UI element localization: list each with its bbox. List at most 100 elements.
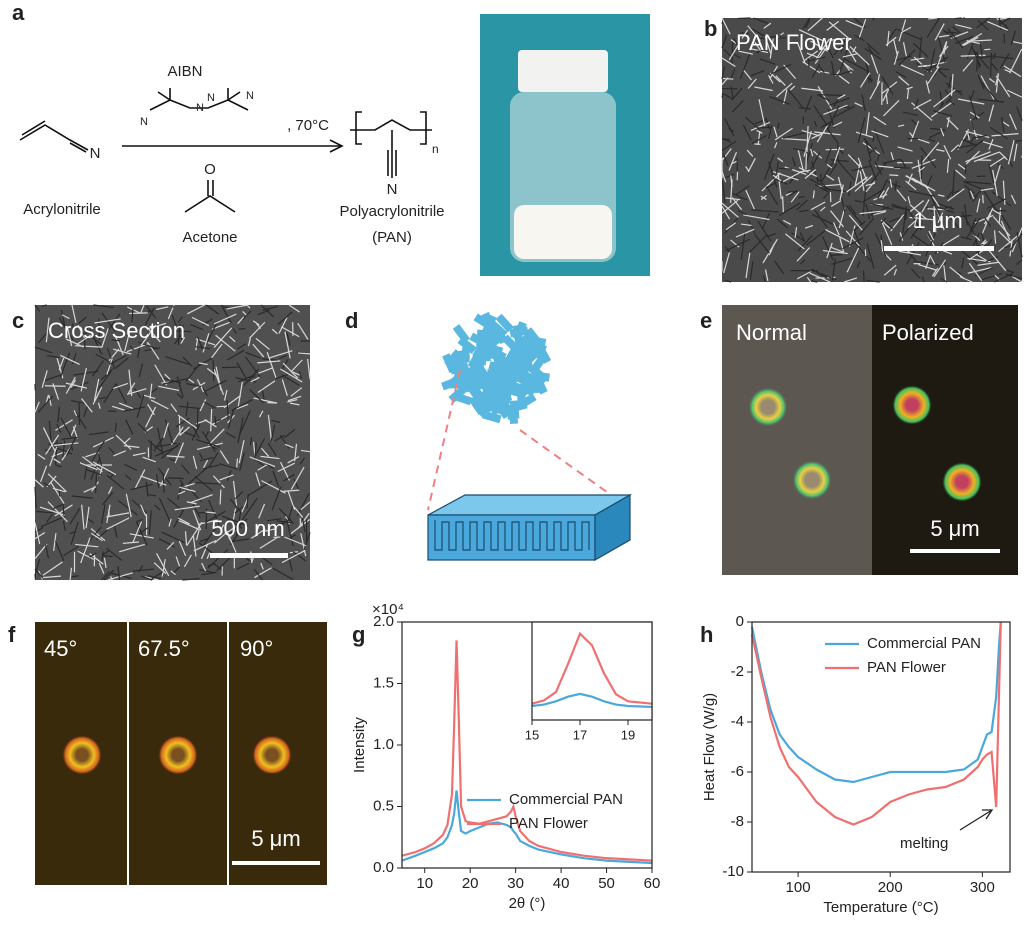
y-tick-label: -10 xyxy=(722,863,744,880)
annotation: melting xyxy=(900,835,948,852)
series-line xyxy=(752,622,1001,825)
texture xyxy=(788,191,799,192)
x-tick-label: 100 xyxy=(786,879,811,896)
legend-label: PAN Flower xyxy=(867,659,946,676)
texture xyxy=(826,149,844,150)
panel-label: g xyxy=(352,622,365,647)
atom: N xyxy=(387,181,398,198)
panel-label: f xyxy=(8,622,16,647)
scale-bar xyxy=(884,246,994,251)
x-axis-label: Temperature (°C) xyxy=(823,899,938,916)
panel-label: e xyxy=(700,308,712,333)
scale-label: 5 μm xyxy=(930,516,979,541)
scheme xyxy=(20,88,432,212)
y-axis-label: Intensity xyxy=(351,717,368,773)
y-axis-label: Heat Flow (W/g) xyxy=(701,693,718,801)
scale-label: 500 nm xyxy=(211,516,284,541)
condition: , 70°C xyxy=(287,117,329,134)
atom: N xyxy=(140,116,148,128)
image-title: Normal xyxy=(736,320,807,345)
atom: n xyxy=(432,142,439,156)
image-title: PAN Flower xyxy=(736,30,852,55)
texture xyxy=(96,474,97,493)
texture xyxy=(921,156,922,180)
annotation-arrow xyxy=(982,810,992,819)
scale-bar xyxy=(232,861,320,865)
texture xyxy=(818,95,842,96)
x-tick-label: 300 xyxy=(970,879,995,896)
y-tick-label: 0.5 xyxy=(373,797,394,814)
atom: N xyxy=(196,102,204,114)
x-tick-label: 60 xyxy=(644,875,661,892)
texture xyxy=(894,167,910,168)
x-tick-label: 40 xyxy=(553,875,570,892)
atom: N xyxy=(207,92,215,104)
y-tick-label: 0 xyxy=(736,613,744,630)
angle-label: 45° xyxy=(44,636,77,661)
y-tick-label: 0.0 xyxy=(373,859,394,876)
legend-label: Commercial PAN xyxy=(509,791,623,808)
texture xyxy=(779,168,792,169)
image-title: Polarized xyxy=(882,320,974,345)
texture xyxy=(955,18,962,19)
texture xyxy=(220,490,221,505)
atom: O xyxy=(204,161,216,178)
x-tick-label: 10 xyxy=(416,875,433,892)
texture xyxy=(732,41,733,64)
texture xyxy=(168,478,184,479)
axis-multiplier: ×10⁴ xyxy=(372,601,404,618)
rod xyxy=(483,414,500,419)
scale-label: 1 μm xyxy=(913,208,962,233)
rod xyxy=(459,351,461,369)
rod xyxy=(456,327,467,341)
compound-name: Polyacrylonitrile xyxy=(339,203,444,220)
angle-label: 67.5° xyxy=(138,636,190,661)
atom: N xyxy=(246,90,254,102)
texture xyxy=(213,360,214,381)
x-axis-label: 2θ (°) xyxy=(509,895,546,912)
annotation-arrow xyxy=(960,810,992,830)
image-title: Cross Section xyxy=(48,318,185,343)
rod xyxy=(479,360,481,378)
vial-photo xyxy=(480,14,650,276)
y-tick-label: -4 xyxy=(731,713,744,730)
scale-bar xyxy=(210,553,288,558)
y-tick-label: -8 xyxy=(731,813,744,830)
texture xyxy=(237,459,238,468)
panel-label: b xyxy=(704,16,717,41)
rod-cluster xyxy=(442,314,549,424)
panel-label: d xyxy=(345,308,358,333)
compound-name: Acetone xyxy=(182,229,237,246)
x-tick-label: 30 xyxy=(507,875,524,892)
panel-label: a xyxy=(12,0,25,25)
texture xyxy=(222,367,239,368)
texture xyxy=(864,271,865,282)
scale-label: 5 μm xyxy=(251,826,300,851)
texture xyxy=(831,255,842,256)
panel-label: c xyxy=(12,308,24,333)
y-tick-label: -2 xyxy=(731,663,744,680)
reagent: AIBN xyxy=(167,63,202,80)
x-tick-label: 20 xyxy=(462,875,479,892)
compound-name: (PAN) xyxy=(372,229,412,246)
y-tick-label: 1.5 xyxy=(373,674,394,691)
atom: N xyxy=(90,145,101,162)
rod xyxy=(477,350,494,355)
scale-bar xyxy=(910,549,1000,553)
rod xyxy=(514,401,516,419)
x-tick-label: 19 xyxy=(621,727,635,742)
x-tick-label: 17 xyxy=(573,727,587,742)
texture xyxy=(889,175,898,176)
texture xyxy=(63,505,64,515)
sem-image xyxy=(722,18,1022,282)
x-tick-label: 50 xyxy=(598,875,615,892)
y-tick-label: 1.0 xyxy=(373,736,394,753)
compound-name: Acrylonitrile xyxy=(23,201,101,218)
texture xyxy=(722,94,723,97)
texture xyxy=(806,153,807,169)
x-tick-label: 200 xyxy=(878,879,903,896)
texture xyxy=(238,328,245,329)
texture xyxy=(783,196,784,212)
texture xyxy=(758,127,771,128)
